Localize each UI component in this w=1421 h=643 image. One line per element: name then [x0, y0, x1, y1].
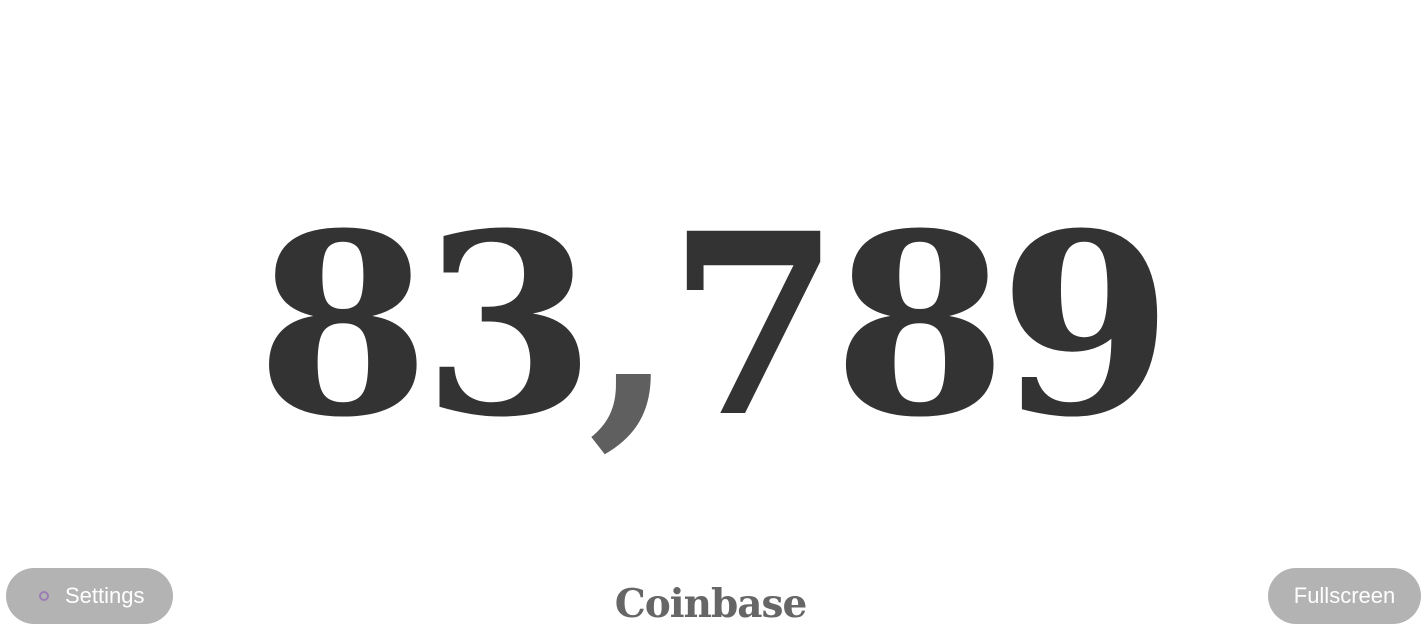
counter-thousands: 83 — [256, 178, 596, 472]
counter-display: 83,789 — [0, 190, 1421, 460]
settings-label: Settings — [65, 583, 145, 608]
fullscreen-label: Fullscreen — [1293, 583, 1396, 608]
fullscreen-button[interactable]: Fullscreen — [1268, 568, 1421, 624]
settings-button[interactable]: Settings — [6, 568, 173, 624]
counter-remainder: 789 — [667, 178, 1173, 472]
brand-name: Coinbase — [614, 581, 808, 627]
counter-separator: , — [588, 178, 675, 472]
circle-icon — [39, 591, 49, 601]
